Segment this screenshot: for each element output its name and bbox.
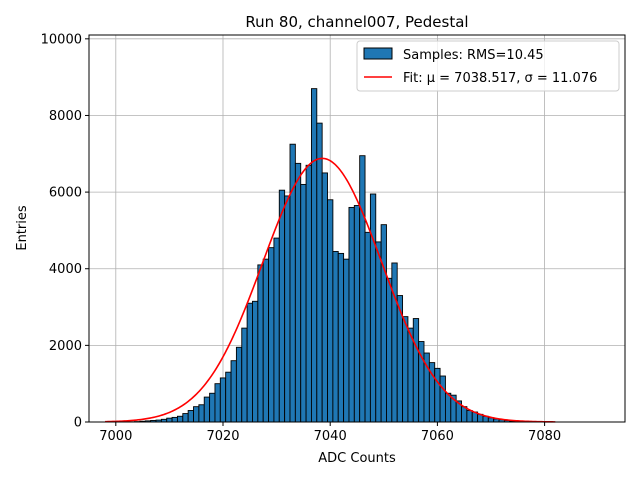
- histogram-bar: [268, 247, 275, 423]
- legend-fit-label: Fit: μ = 7038.517, σ = 11.076: [403, 71, 597, 86]
- histogram-bar: [466, 410, 473, 423]
- histogram-bar: [176, 415, 184, 423]
- histogram-bar: [439, 375, 446, 423]
- histogram-bar: [219, 377, 227, 423]
- histogram-bar: [337, 252, 345, 423]
- y-tick-label: 2000: [49, 339, 82, 354]
- histogram-bar: [262, 258, 270, 423]
- histogram-bar: [402, 316, 409, 423]
- histogram-bar: [294, 162, 302, 423]
- histogram-bar: [321, 172, 328, 423]
- gaussian-fit-curve: [105, 157, 556, 423]
- y-axis-label: Entries: [15, 205, 30, 251]
- x-axis-ticks: 7000 7020 7040 7060 7080: [99, 422, 561, 444]
- histogram-bar: [310, 88, 318, 423]
- histogram-bar: [375, 241, 382, 423]
- histogram-bar: [182, 413, 189, 423]
- histogram-bar: [412, 318, 420, 423]
- histogram-bar: [171, 416, 178, 423]
- histogram-bar: [332, 251, 339, 423]
- y-tick-label: 4000: [49, 262, 82, 277]
- histogram-bar: [305, 164, 312, 423]
- histogram-bar: [461, 406, 468, 423]
- histogram-bar: [348, 206, 355, 423]
- histogram-bar: [380, 224, 387, 423]
- histogram-bar: [364, 231, 371, 423]
- histogram-bar: [230, 360, 237, 423]
- histogram-bar: [284, 195, 291, 423]
- legend: Samples: RMS=10.45 Fit: μ = 7038.517, σ …: [356, 40, 620, 92]
- x-tick-label: 7080: [528, 429, 561, 444]
- histogram-bar: [241, 327, 248, 423]
- histogram-bar: [246, 302, 253, 423]
- legend-histogram-swatch: [363, 47, 393, 60]
- histogram-bar: [369, 193, 377, 423]
- histogram-bar: [225, 371, 232, 423]
- histogram-bar: [203, 396, 211, 423]
- histogram-bar: [193, 406, 200, 423]
- fit-curve-layer: [105, 157, 556, 423]
- histogram-bar: [391, 262, 398, 423]
- histogram-bar: [257, 264, 264, 423]
- x-tick-label: 7060: [421, 429, 454, 444]
- histogram-bar: [166, 417, 173, 423]
- x-tick-label: 7020: [206, 429, 239, 444]
- histogram-bar: [273, 237, 280, 423]
- histogram-bar: [300, 183, 307, 423]
- histogram-bar: [343, 258, 350, 423]
- histogram-bar: [407, 327, 414, 423]
- x-axis-label: ADC Counts: [318, 451, 396, 466]
- histogram-bar: [252, 300, 259, 423]
- histogram-bar: [386, 277, 393, 423]
- histogram-bar: [327, 199, 334, 423]
- histogram-bar: [316, 122, 323, 423]
- histogram-bar: [278, 189, 286, 423]
- histogram-bar: [187, 410, 194, 423]
- histogram-bar: [214, 383, 221, 423]
- plot-area-frame: [88, 34, 626, 423]
- histogram-bar: [198, 404, 205, 423]
- x-tick-label: 7000: [99, 429, 132, 444]
- histogram-bar: [235, 346, 243, 423]
- chart-title: Run 80, channel007, Pedestal: [245, 13, 468, 31]
- histogram-bar: [353, 205, 361, 423]
- histogram-bar: [444, 392, 452, 423]
- y-axis-ticks: 0 2000 4000 6000 8000 10000: [41, 32, 89, 431]
- y-tick-label: 6000: [49, 186, 82, 201]
- legend-box: [356, 40, 620, 92]
- y-tick-label: 0: [74, 416, 82, 431]
- histogram-bar: [434, 367, 441, 423]
- histogram-bar: [209, 392, 216, 423]
- x-tick-label: 7040: [314, 429, 347, 444]
- histogram-bar: [359, 155, 366, 423]
- y-tick-label: 8000: [49, 109, 82, 124]
- y-tick-label: 10000: [41, 32, 82, 47]
- legend-histogram-label: Samples: RMS=10.45: [403, 48, 544, 63]
